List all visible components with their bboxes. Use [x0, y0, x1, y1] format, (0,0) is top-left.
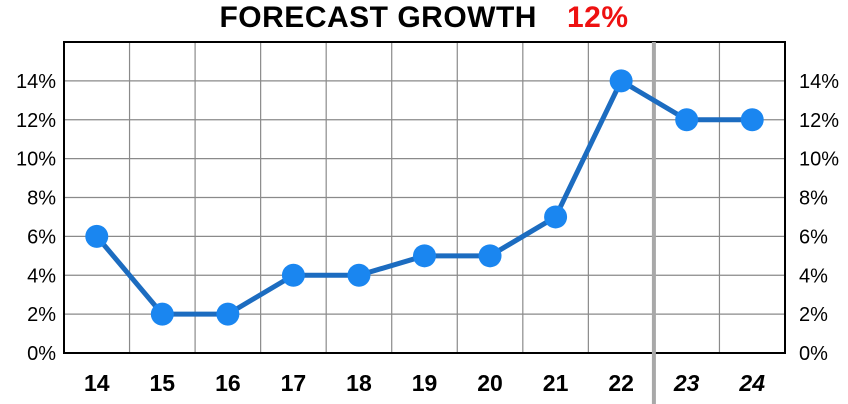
chart-title: FORECAST GROWTH 12% [0, 0, 848, 40]
y-tick-label-left: 4% [27, 265, 56, 287]
data-point [216, 302, 240, 326]
forecast-growth-value: 12% [566, 1, 629, 34]
data-points [85, 69, 764, 326]
data-point [544, 205, 568, 229]
plot-frame [63, 41, 786, 354]
x-axis: 14 15 16 17 18 19 20 21 22 23 24 [84, 370, 765, 396]
data-point [150, 302, 174, 326]
y-tick-label-right: 10% [799, 149, 839, 171]
data-point [281, 263, 305, 287]
x-tick-label: 21 [543, 370, 569, 396]
data-point [85, 224, 109, 248]
y-tick-label-right: 14% [799, 71, 839, 93]
y-tick-label-left: 12% [16, 110, 56, 132]
y-tick-label-left: 14% [16, 71, 56, 93]
x-tick-label: 15 [150, 370, 176, 396]
y-tick-label-right: 4% [799, 265, 828, 287]
x-tick-label: 14 [84, 370, 110, 396]
y-tick-label-left: 2% [27, 304, 56, 326]
y-tick-label-left: 6% [27, 226, 56, 248]
y-tick-label-left: 10% [16, 149, 56, 171]
y-tick-label-left: 0% [27, 343, 56, 365]
x-tick-label: 23 [673, 370, 700, 396]
x-tick-label: 22 [608, 370, 634, 396]
y-tick-label-left: 8% [27, 188, 56, 210]
y-tick-label-right: 8% [799, 188, 828, 210]
y-tick-label-right: 12% [799, 110, 839, 132]
x-tick-label: 19 [412, 370, 438, 396]
x-tick-label: 16 [215, 370, 241, 396]
chart-title-text: FORECAST GROWTH [219, 1, 537, 34]
y-axis-right: 0% 2% 4% 6% 8% 10% 12% 14% [799, 71, 839, 365]
x-tick-label: 24 [738, 370, 765, 396]
data-point [347, 263, 371, 287]
data-point [675, 108, 699, 132]
y-axis-left: 0% 2% 4% 6% 8% 10% 12% 14% [16, 71, 56, 365]
x-tick-label: 20 [477, 370, 503, 396]
data-point [413, 244, 436, 268]
y-tick-label-right: 6% [799, 226, 828, 248]
x-tick-label: 17 [281, 370, 307, 396]
y-tick-label-right: 0% [799, 343, 828, 365]
y-tick-label-right: 2% [799, 304, 828, 326]
data-point [740, 108, 764, 132]
grid-lines [64, 42, 785, 353]
data-point [478, 244, 502, 268]
x-tick-label: 18 [346, 370, 372, 396]
data-point [609, 69, 633, 93]
